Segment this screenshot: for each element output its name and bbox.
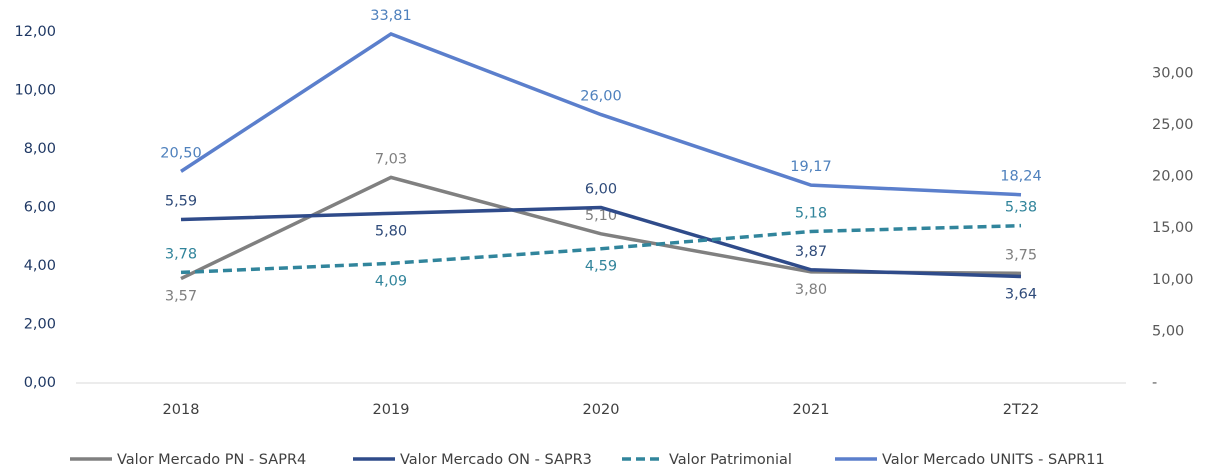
y-tick-label: 6,00 bbox=[24, 200, 56, 216]
x-tick-label: 2020 bbox=[583, 402, 620, 418]
x-tick-label: 2T22 bbox=[1003, 402, 1040, 418]
legend-label: Valor Patrimonial bbox=[669, 452, 792, 468]
y2-tick-label: 15,00 bbox=[1152, 220, 1194, 236]
data-label: 3,64 bbox=[1005, 287, 1037, 303]
y-tick-label: 12,00 bbox=[14, 24, 56, 40]
y2-tick-label: 10,00 bbox=[1152, 272, 1194, 288]
y-tick-label: 10,00 bbox=[14, 83, 56, 99]
data-label: 19,17 bbox=[790, 159, 832, 175]
data-label: 3,80 bbox=[795, 282, 827, 298]
data-label: 5,80 bbox=[375, 223, 407, 239]
data-label: 18,24 bbox=[1000, 169, 1042, 185]
data-label: 5,59 bbox=[165, 193, 197, 209]
y2-tick-label: 25,00 bbox=[1152, 117, 1194, 133]
data-label: 5,18 bbox=[795, 205, 827, 221]
y-tick-label: 8,00 bbox=[24, 141, 56, 157]
data-label: 5,38 bbox=[1005, 200, 1037, 216]
data-label: 33,81 bbox=[370, 8, 412, 24]
legend-label: Valor Mercado PN - SAPR4 bbox=[117, 452, 306, 468]
legend-label: Valor Mercado ON - SAPR3 bbox=[400, 452, 592, 468]
data-label: 5,10 bbox=[585, 208, 617, 224]
data-label: 7,03 bbox=[375, 151, 407, 167]
data-label: 4,09 bbox=[375, 273, 407, 289]
x-tick-label: 2018 bbox=[163, 402, 200, 418]
data-label: 4,59 bbox=[585, 259, 617, 275]
data-label: 26,00 bbox=[580, 89, 622, 105]
data-label: 3,57 bbox=[165, 289, 197, 305]
y2-tick-label: - bbox=[1152, 375, 1157, 391]
y-tick-label: 4,00 bbox=[24, 258, 56, 274]
y2-tick-label: 20,00 bbox=[1152, 169, 1194, 185]
series-line bbox=[180, 223, 1022, 275]
series-line bbox=[180, 32, 1022, 197]
y-tick-label: 0,00 bbox=[24, 375, 56, 391]
y2-tick-label: 30,00 bbox=[1152, 65, 1194, 81]
x-tick-label: 2019 bbox=[373, 402, 410, 418]
data-label: 3,87 bbox=[795, 244, 827, 260]
y-tick-label: 2,00 bbox=[24, 317, 56, 333]
data-label: 3,75 bbox=[1005, 247, 1037, 263]
series-line bbox=[180, 205, 1022, 279]
y2-tick-label: 5,00 bbox=[1152, 323, 1184, 339]
data-label: 3,78 bbox=[165, 246, 197, 262]
x-tick-label: 2021 bbox=[793, 402, 830, 418]
data-label: 6,00 bbox=[585, 182, 617, 198]
data-label: 20,50 bbox=[160, 145, 202, 161]
legend-label: Valor Mercado UNITS - SAPR11 bbox=[882, 452, 1105, 468]
